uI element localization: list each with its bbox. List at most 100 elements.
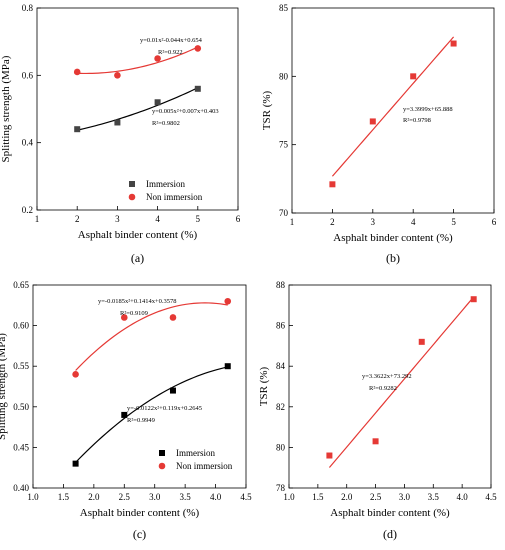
x-tick-label: 2.5 [370, 492, 382, 502]
data-point [114, 119, 121, 126]
chart-panel-a: 1 2 3 4 5 6 0.2 0.4 0.6 0.8 Asphalt binder content… [0, 3, 241, 265]
y-tick-label: 0.8 [22, 3, 34, 13]
data-point [418, 338, 425, 345]
y-tick-label: 78 [276, 483, 286, 493]
x-tick-label: 1.5 [58, 492, 70, 502]
y-tick-label: 82 [276, 402, 285, 412]
fit-r-squared: R²=0.9798 [403, 117, 431, 124]
legend-label: Non immersion [176, 461, 233, 471]
x-axis-label: Asphalt binder content (%) [330, 507, 450, 519]
data-point [224, 297, 232, 305]
y-tick-label: 80 [279, 71, 289, 81]
x-axis-label: Asphalt binder content (%) [78, 229, 198, 241]
fit-equation: y=3.3622x+73.292 [362, 373, 412, 380]
x-tick-label: 5 [196, 214, 201, 224]
y-tick-label: 88 [276, 280, 286, 290]
data-point [329, 181, 336, 188]
x-tick-label: 1.0 [27, 492, 39, 502]
y-tick-label: 0.6 [22, 70, 34, 80]
data-point [470, 296, 477, 303]
y-axis-label: Splitting strength (MPa) [0, 333, 8, 440]
x-tick-label: 4 [155, 214, 160, 224]
fit-equation: y=0.01x²-0.044x+0.654 [140, 37, 203, 44]
fit-r-squared: R²=0.9949 [127, 417, 155, 424]
panel-caption: (a) [131, 251, 144, 265]
panel-caption: (b) [386, 251, 400, 265]
y-tick-label: 86 [276, 321, 286, 331]
x-tick-label: 2.0 [341, 492, 353, 502]
data-point [194, 45, 202, 52]
x-tick-label: 4.5 [240, 492, 252, 502]
data-point [224, 363, 231, 370]
panel-caption: (c) [133, 527, 146, 541]
plot-frame [32, 284, 247, 489]
y-tick-label: 0.45 [13, 442, 29, 452]
legend-marker [129, 181, 135, 187]
x-tick-label: 2 [75, 214, 80, 224]
y-axis-label: TSR (%) [258, 366, 270, 406]
legend: Immersion Non immersion [158, 448, 233, 471]
data-point [114, 72, 121, 79]
x-axis-label: Asphalt binder content (%) [333, 232, 453, 244]
y-axis-label: Splitting strength (MPa) [0, 55, 12, 162]
x-tick-label: 1.5 [312, 492, 324, 502]
y-tick-label: 84 [276, 361, 286, 371]
data-point [154, 55, 161, 62]
legend-marker [159, 450, 165, 456]
legend-label: Immersion [146, 179, 185, 189]
x-tick-label: 3 [115, 214, 120, 224]
x-tick-label: 1 [35, 214, 40, 224]
fit-line [75, 366, 228, 463]
data-point [326, 452, 333, 459]
x-tick-label: 2.0 [88, 492, 100, 502]
y-tick-label: 0.60 [13, 321, 29, 331]
legend-label: Non immersion [146, 192, 203, 202]
x-tick-label: 3.5 [428, 492, 440, 502]
chart-panel-d: 1.0 1.5 2.0 2.5 3.0 3.5 4.0 4.5 78 80 82 84 86 88 Asph… [258, 280, 497, 541]
y-tick-label: 75 [279, 140, 289, 150]
x-tick-label: 4.0 [210, 492, 222, 502]
legend-label: Immersion [176, 448, 215, 458]
y-tick-label: 0.65 [13, 280, 29, 290]
fit-line [328, 296, 475, 468]
x-tick-label: 2.5 [119, 492, 131, 502]
legend-marker [158, 462, 166, 470]
plot-frame [36, 7, 239, 211]
data-point [120, 314, 128, 321]
fit-equation: y=-0.0122x²+0.119x+0.2645 [127, 405, 202, 412]
fit-line [75, 302, 228, 371]
fit-r-squared: R²=0.9802 [152, 120, 180, 127]
x-tick-label: 6 [492, 217, 497, 227]
data-point [121, 411, 128, 418]
data-point [169, 314, 177, 321]
fit-equation: y=-0.0185x²+0.1414x+0.3578 [98, 298, 177, 305]
x-tick-label: 1.0 [283, 492, 295, 502]
x-tick-label: 5 [451, 217, 456, 227]
legend-marker [128, 193, 136, 201]
y-tick-label: 0.4 [22, 138, 34, 148]
x-tick-label: 4 [411, 217, 416, 227]
x-axis-label: Asphalt binder content (%) [80, 507, 200, 519]
y-tick-label: 0.40 [13, 483, 29, 493]
y-tick-label: 0.2 [22, 205, 33, 215]
y-tick-label: 0.50 [13, 402, 29, 412]
y-tick-label: 0.55 [13, 361, 29, 371]
x-tick-label: 3.0 [149, 492, 161, 502]
x-tick-label: 3.0 [399, 492, 411, 502]
x-tick-label: 1 [290, 217, 295, 227]
y-tick-label: 80 [276, 442, 286, 452]
panel-caption: (d) [383, 527, 397, 541]
x-tick-label: 3.5 [180, 492, 192, 502]
y-tick-label: 85 [279, 3, 289, 13]
chart-panel-c: 1.0 1.5 2.0 2.5 3.0 3.5 4.0 4.5 0.40 0.45 0.50 0.55… [0, 280, 252, 541]
y-tick-label: 70 [279, 208, 289, 218]
data-point [450, 40, 457, 47]
data-point [73, 68, 81, 76]
data-point [74, 126, 81, 133]
data-point [369, 118, 376, 125]
fit-line [77, 46, 199, 75]
plot-frame [291, 7, 495, 214]
fit-r-squared: R²=0.922 [158, 49, 183, 56]
fit-r-squared: R²=0.9109 [120, 310, 148, 317]
